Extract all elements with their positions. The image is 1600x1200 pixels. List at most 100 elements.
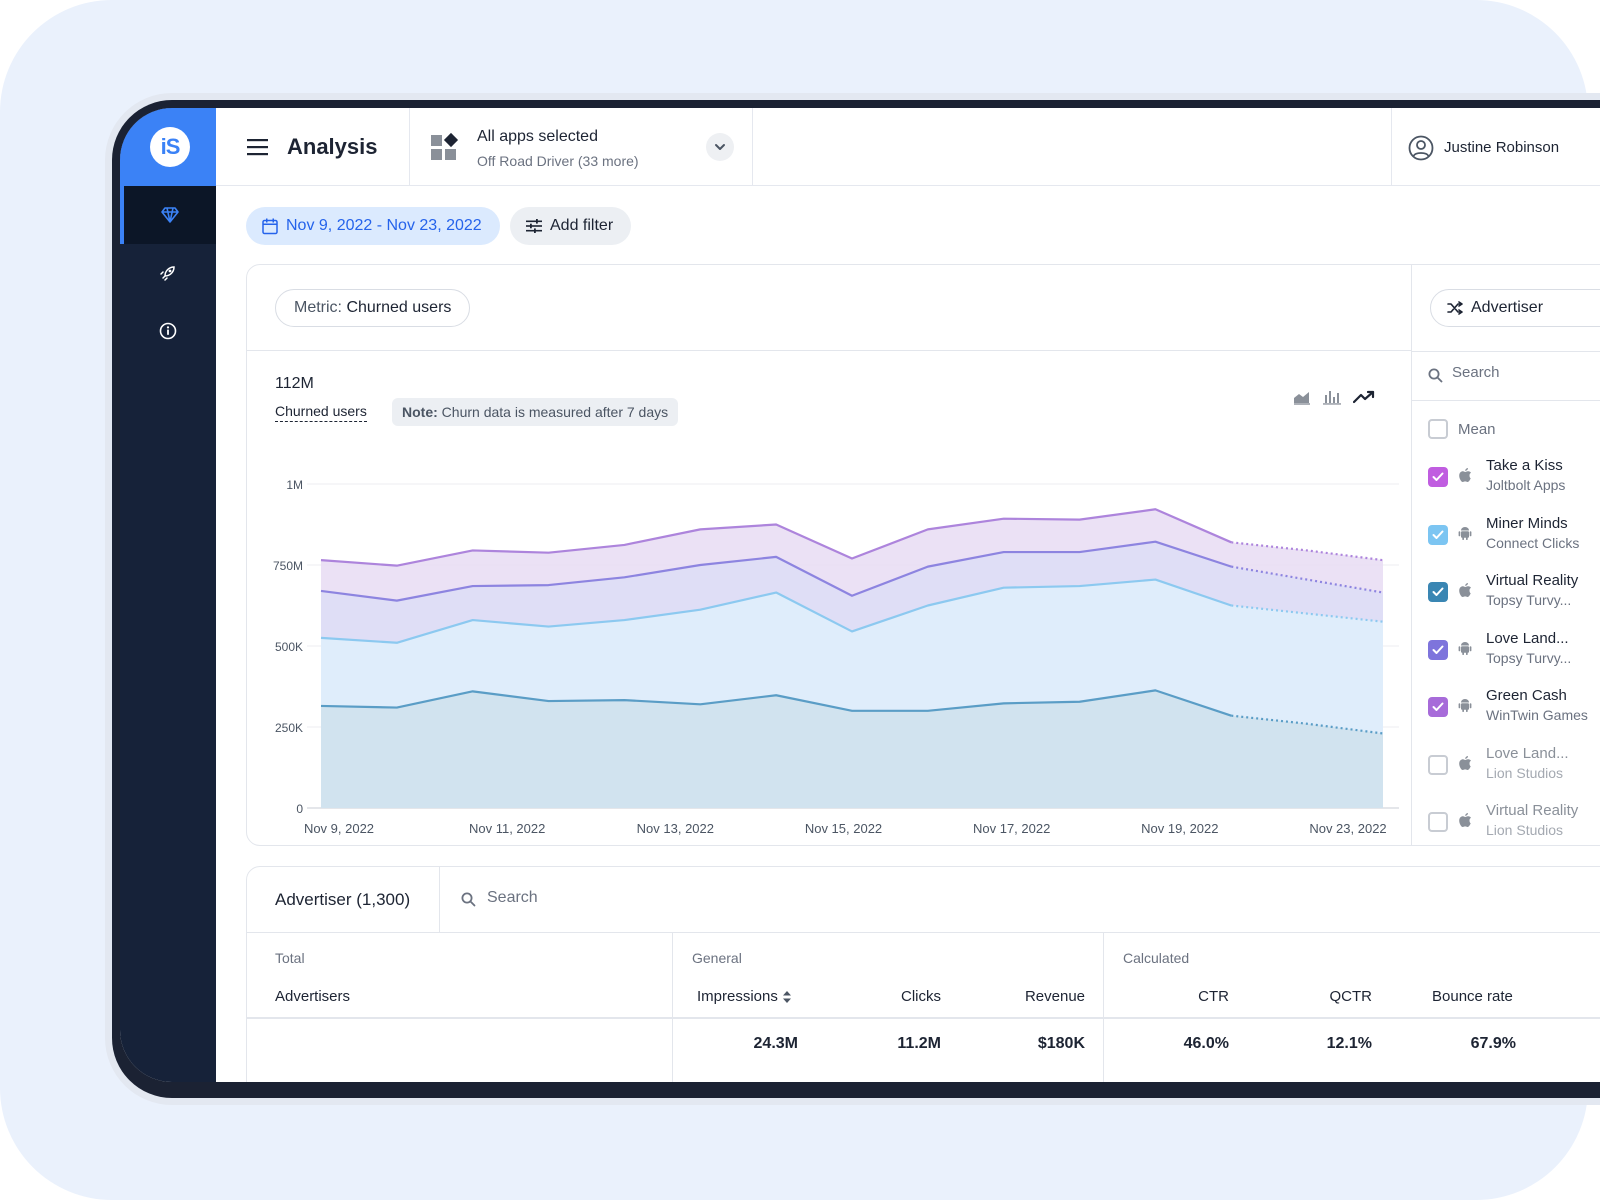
col-qctr[interactable]: QCTR [1329,988,1373,1005]
series-checkbox[interactable] [1428,467,1448,487]
diamond-icon [161,207,179,223]
chart-type-switcher [1293,389,1375,405]
android-icon [1458,640,1472,661]
series-item[interactable]: Take a Kiss Joltbolt Apps [1428,457,1600,515]
chevron-down-icon [715,144,725,150]
series-name: Miner Minds [1486,514,1568,532]
chart-total-value: 112M [275,375,314,392]
group-label-calculated: Calculated [1123,950,1190,966]
total-clicks: 11.2M [897,1035,941,1052]
app-selector-dropdown-button[interactable] [706,133,734,161]
date-range-label: Nov 9, 2022 - Nov 23, 2022 [286,217,482,234]
series-item[interactable]: Virtual Reality Lion Studios [1428,802,1600,845]
series-item[interactable]: Miner Minds Connect Clicks [1428,515,1600,573]
user-name: Justine Robinson [1444,139,1560,156]
series-checkbox[interactable] [1428,524,1448,545]
app-selector[interactable]: All apps selected Off Road Driver (33 mo… [409,108,753,186]
apple-icon [1458,582,1472,603]
column-group-divider [672,933,673,1082]
col-impressions-label: Impressions [697,988,778,1005]
series-area [321,690,1383,808]
series-line [320,508,1232,567]
calendar-icon [262,218,278,234]
user-menu[interactable]: Justine Robinson [1391,108,1600,186]
col-revenue[interactable]: Revenue [1024,988,1085,1005]
sort-icon [782,990,791,1003]
series-checkbox[interactable] [1428,582,1448,602]
apps-grid-icon [431,132,459,160]
app-selector-title: All apps selected [477,128,598,145]
series-item[interactable]: Virtual Reality Topsy Turvy... [1428,572,1600,630]
series-name: Take a Kiss [1486,457,1563,474]
series-publisher: Topsy Turvy... [1486,649,1572,666]
table-header-divider [439,867,440,933]
series-item[interactable]: Love Land... Topsy Turvy... [1428,630,1600,688]
col-advertisers[interactable]: Advertisers [275,988,351,1005]
group-by-button[interactable]: Advertiser [1430,289,1600,327]
sidebar-item-growth[interactable] [120,244,216,302]
date-range-button[interactable]: Nov 9, 2022 - Nov 23, 2022 [246,207,500,245]
table-title: Advertiser (1,300) [275,890,411,909]
col-ctr[interactable]: CTR [1198,988,1229,1005]
group-label-general: General [692,950,742,966]
x-tick-label: Nov 11, 2022 [469,821,545,836]
y-tick-label: 250K [275,721,303,735]
col-clicks[interactable]: Clicks [901,988,941,1005]
y-tick-label: 750M [273,559,303,573]
bar-chart-icon[interactable] [1323,389,1341,405]
series-side-panel: Advertiser Mean Take a Kiss Joltbolt Apps… [1411,265,1600,845]
sidebar-item-monetization[interactable] [120,186,216,244]
series-checkbox[interactable] [1428,697,1448,717]
apple-icon [1458,812,1472,833]
series-publisher: WinTwin Games [1486,707,1588,723]
chart-metric-label: Churned users [275,403,367,422]
metric-selector[interactable]: Metric: Churned users [275,289,471,327]
churn-area-chart: 0 250K 500K 750M 1M Nov 9, 2022 Nov 11, 2022 No… [273,478,1399,836]
apple-icon [1458,467,1472,488]
info-icon [159,322,177,340]
total-bounce-rate: 67.9% [1470,1035,1516,1052]
shuffle-icon [1447,301,1463,315]
chart-card: Metric: Churned users 112M Churned users… [246,264,1600,846]
hamburger-icon [247,139,268,156]
total-impressions: 24.3M [753,1035,798,1052]
hamburger-menu-button[interactable] [246,136,270,158]
mean-checkbox[interactable] [1428,419,1448,439]
series-line [320,689,1232,717]
panel-search-input[interactable] [1452,364,1600,381]
x-tick-label: Nov 19, 2022 [1141,821,1218,836]
series-checkbox[interactable] [1428,812,1448,832]
sidebar-item-info[interactable] [120,302,216,360]
app-logo[interactable]: iS [150,127,190,167]
table-search-input[interactable] [487,889,787,907]
metric-name: Churned users [346,299,452,316]
total-ctr: 46.0% [1183,1035,1229,1052]
series-list: Take a Kiss Joltbolt Apps Miner Minds Conne… [1428,457,1600,845]
series-publisher: Topsy Turvy... [1486,592,1572,608]
group-label-total: Total [275,950,305,966]
series-checkbox[interactable] [1428,754,1448,775]
x-tick-label: Nov 15, 2022 [805,821,882,836]
line-chart-icon[interactable] [1353,389,1375,405]
series-name: Virtual Reality [1486,572,1579,589]
mean-label: Mean [1458,420,1496,438]
mean-toggle[interactable]: Mean [1428,419,1496,439]
area-chart-icon[interactable] [1293,389,1311,405]
col-impressions[interactable]: Impressions [697,988,792,1005]
group-by-label: Advertiser [1471,299,1544,316]
note-text: Churn data is measured after 7 days [441,404,669,420]
total-revenue: $180K [1037,1035,1085,1052]
table-header-bar: Advertiser (1,300) [247,867,1600,933]
series-publisher: Lion Studios [1486,822,1564,838]
series-item[interactable]: Green Cash WinTwin Games [1428,687,1600,745]
search-icon [461,892,476,907]
sliders-icon [526,219,542,233]
series-item[interactable]: Love Land... Lion Studios [1428,745,1600,803]
series-line-projected [1231,714,1384,735]
add-filter-button[interactable]: Add filter [510,207,632,245]
series-name: Green Cash [1486,687,1567,704]
col-bounce-rate[interactable]: Bounce rate [1432,988,1513,1005]
series-checkbox[interactable] [1428,639,1448,660]
series-name: Virtual Reality [1486,802,1579,819]
column-group-divider [1103,933,1104,1082]
